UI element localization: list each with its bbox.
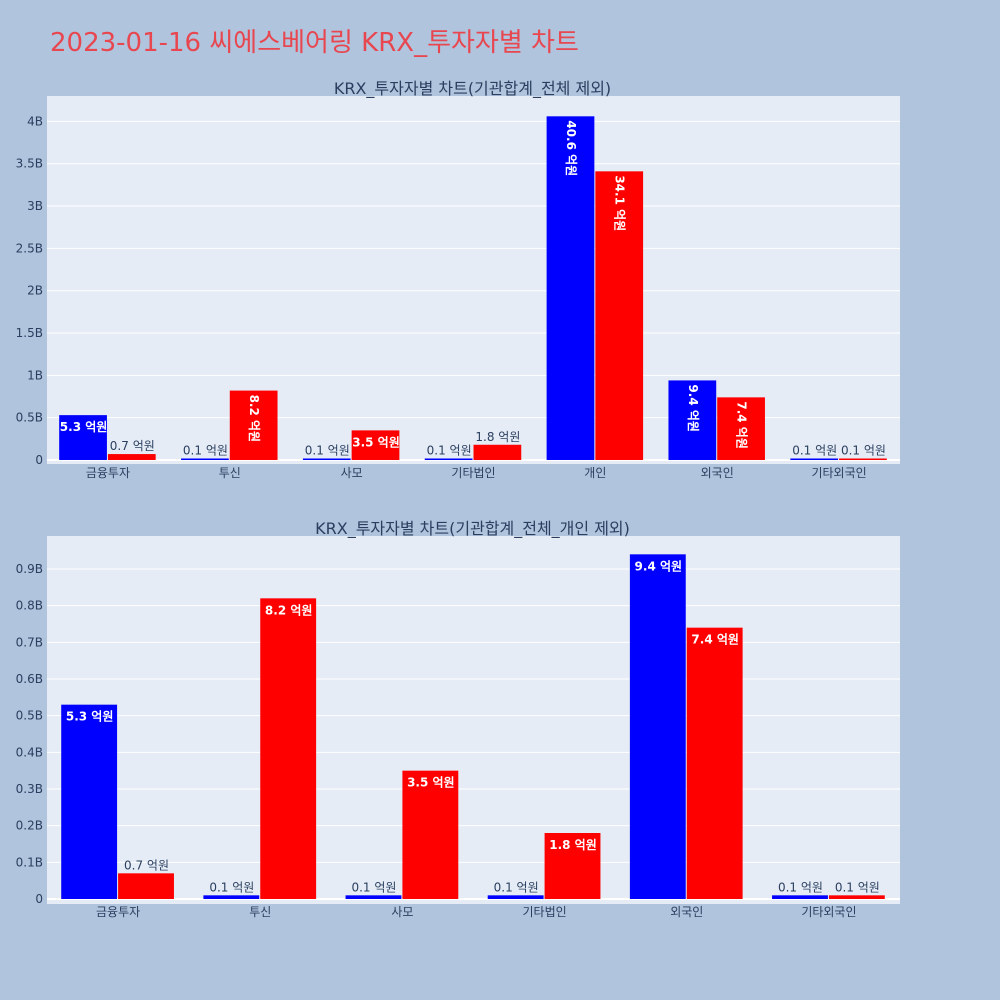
bar [118, 873, 174, 899]
bar [107, 454, 156, 460]
x-tick-label: 투신 [249, 905, 271, 919]
x-tick-label: 기타법인 [451, 466, 495, 480]
x-tick-label: 외국인 [701, 466, 734, 480]
bar [181, 458, 229, 460]
bar [260, 598, 317, 899]
y-tick-label: 0 [35, 453, 43, 467]
bar [668, 380, 717, 460]
bar [402, 770, 459, 899]
y-tick-label: 0.3B [16, 782, 43, 796]
bar [546, 116, 595, 460]
x-tick-label: 기타법인 [522, 905, 566, 919]
data-label: 7.4 억원 [735, 401, 749, 449]
y-tick-label: 3.5B [16, 157, 43, 171]
data-label: 0.1 억원 [778, 880, 823, 894]
data-label: 0.1 억원 [305, 444, 350, 458]
x-tick-label: 외국인 [670, 905, 703, 919]
y-tick-label: 4B [27, 114, 43, 128]
bar [595, 171, 644, 460]
data-label: 8.2 억원 [247, 395, 261, 443]
bar [772, 895, 828, 899]
bar [229, 390, 278, 460]
x-tick-label: 투신 [219, 466, 241, 480]
bar [828, 895, 885, 899]
data-label: 0.1 억원 [209, 880, 254, 894]
chart-title: KRX_투자자별 차트(기관합계_전체 제외) [334, 79, 611, 99]
x-tick-label: 사모 [391, 905, 413, 919]
x-tick-label: 기타외국인 [801, 905, 856, 919]
bar [717, 397, 765, 460]
y-tick-label: 0.4B [16, 745, 43, 759]
data-label: 0.1 억원 [351, 880, 396, 894]
x-tick-label: 기타외국인 [811, 466, 866, 480]
bar [629, 554, 686, 899]
bar [59, 415, 107, 460]
data-label: 0.1 억원 [792, 444, 837, 458]
data-label: 7.4 억원 [691, 633, 739, 647]
bar [686, 627, 743, 899]
data-label: 5.3 억원 [66, 710, 114, 724]
data-label: 0.7 억원 [110, 439, 155, 453]
chart-title: KRX_투자자별 차트(기관합계_전체_개인 제외) [315, 519, 630, 539]
data-label: 9.4 억원 [635, 559, 683, 573]
y-tick-label: 1B [27, 368, 43, 382]
data-label: 0.1 억원 [494, 880, 539, 894]
data-label: 1.8 억원 [549, 838, 597, 852]
x-tick-label: 금융투자 [86, 466, 130, 480]
bar [839, 458, 887, 460]
data-label: 5.3 억원 [60, 420, 108, 434]
data-label: 0.1 억원 [183, 444, 228, 458]
data-label: 0.1 억원 [841, 444, 886, 458]
x-tick-label: 개인 [584, 466, 606, 480]
y-tick-label: 0.1B [16, 855, 43, 869]
bar [302, 458, 351, 460]
bar [351, 430, 400, 460]
bar [544, 833, 601, 899]
bar [487, 895, 544, 899]
data-label: 40.6 억원 [564, 120, 578, 176]
data-label: 8.2 억원 [265, 603, 313, 617]
y-tick-label: 2B [27, 284, 43, 298]
data-label: 9.4 억원 [686, 384, 700, 432]
data-label: 1.8 억원 [475, 430, 520, 444]
x-tick-label: 사모 [341, 466, 363, 480]
bar [473, 444, 522, 460]
chart-2: 0 0.1B 0.2B 0.3B 0.4B 0.5B 0.6B 0.7B 0.8B 0.9B KRX… [16, 519, 900, 919]
bar [790, 458, 839, 460]
bar [345, 895, 402, 899]
data-label: 0.7 억원 [124, 858, 169, 872]
y-tick-label: 0.8B [16, 599, 43, 613]
y-tick-label: 3B [27, 199, 43, 213]
bar [424, 458, 473, 460]
y-tick-label: 0.5B [16, 709, 43, 723]
y-tick-label: 2.5B [16, 241, 43, 255]
y-tick-label: 0.6B [16, 672, 43, 686]
plot-area [47, 536, 900, 904]
plot-area [47, 96, 900, 464]
y-tick-label: 1.5B [16, 326, 43, 340]
data-label: 34.1 억원 [613, 175, 627, 231]
y-tick-label: 0 [35, 892, 43, 906]
y-tick-label: 0.9B [16, 562, 43, 576]
bar [61, 704, 118, 899]
data-label: 3.5 억원 [352, 435, 400, 449]
y-tick-label: 0.7B [16, 635, 43, 649]
x-tick-label: 금융투자 [96, 905, 140, 919]
y-tick-label: 0.5B [16, 411, 43, 425]
page-title: 2023-01-16 씨에스베어링 KRX_투자자별 차트 [50, 28, 579, 58]
data-label: 0.1 억원 [835, 880, 880, 894]
chart-1: 0 0.5B 1B 1.5B 2B 2.5B 3B 3.5B 4B KRX_투자자별 차트(기관합… [16, 79, 900, 480]
y-tick-label: 0.2B [16, 819, 43, 833]
data-label: 3.5 억원 [407, 776, 455, 790]
data-label: 0.1 억원 [427, 444, 472, 458]
bar [203, 895, 260, 899]
